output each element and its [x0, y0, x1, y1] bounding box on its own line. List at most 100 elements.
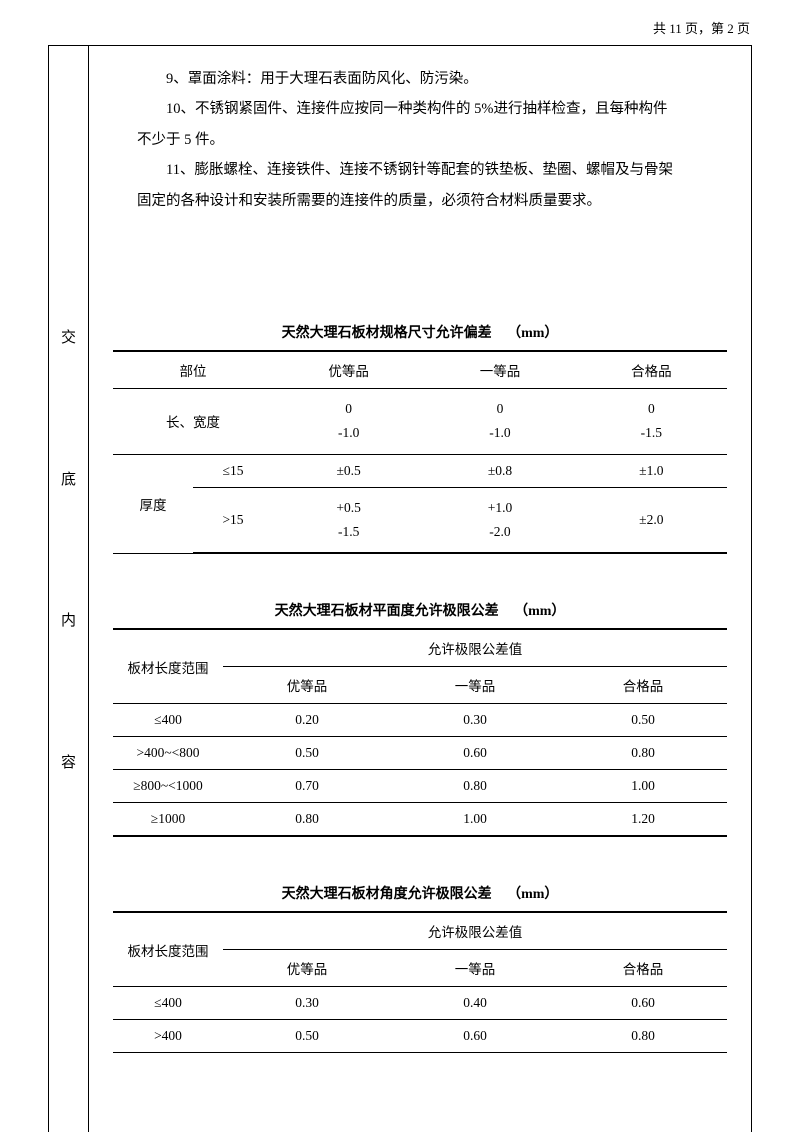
- cell: 0.80: [559, 1020, 727, 1053]
- cell: ±2.0: [576, 487, 727, 553]
- sub-lte15: ≤15: [193, 454, 273, 487]
- col-premium: 优等品: [273, 351, 424, 389]
- cell: 0.60: [559, 987, 727, 1020]
- cell: ≤400: [113, 704, 223, 737]
- table-row: ≥1000 0.80 1.00 1.20: [113, 803, 727, 837]
- col-qualified: 合格品: [559, 950, 727, 987]
- page-info: 共 11 页，第 2 页: [653, 21, 750, 36]
- side-char-3: 内: [61, 609, 76, 630]
- cell-val-top: +1.0: [488, 500, 513, 515]
- cell: 0.50: [223, 1020, 391, 1053]
- col-tolerance-span: 允许极限公差值: [223, 912, 727, 950]
- cell: ≥800~<1000: [113, 770, 223, 803]
- cell: ±0.8: [424, 454, 575, 487]
- table2-title-text: 天然大理石板材平面度允许极限公差: [275, 604, 499, 619]
- table-row: >400~<800 0.50 0.60 0.80: [113, 737, 727, 770]
- table2-title: 天然大理石板材平面度允许极限公差 （mm）: [89, 584, 751, 628]
- spacer: [89, 837, 751, 867]
- table-row: >400 0.50 0.60 0.80: [113, 1020, 727, 1053]
- col-first: 一等品: [391, 950, 559, 987]
- table-row: 板材长度范围 允许极限公差值: [113, 629, 727, 667]
- cell: 0.80: [391, 770, 559, 803]
- cell-val-top: 0: [345, 401, 352, 416]
- cell-val-bot: -1.5: [338, 524, 359, 539]
- text-block: 9、罩面涂料：用于大理石表面防风化、防污染。 10、不锈钢紧固件、连接件应按同一…: [89, 46, 751, 216]
- cell: 0.60: [391, 1020, 559, 1053]
- document-frame: 交 底 内 容 9、罩面涂料：用于大理石表面防风化、防污染。 10、不锈钢紧固件…: [48, 45, 752, 1132]
- col-qualified: 合格品: [576, 351, 727, 389]
- paragraph-10b: 不少于 5 件。: [137, 125, 723, 155]
- table-row: >15 +0.5 -1.5 +1.0 -2.0 ±2.0: [113, 487, 727, 553]
- cell: 0.30: [391, 704, 559, 737]
- paragraph-9: 9、罩面涂料：用于大理石表面防风化、防污染。: [137, 64, 723, 94]
- cell: 0.30: [223, 987, 391, 1020]
- cell: 0.20: [223, 704, 391, 737]
- cell: 0.40: [391, 987, 559, 1020]
- table-row: 部位 优等品 一等品 合格品: [113, 351, 727, 389]
- cell: 0.80: [559, 737, 727, 770]
- cell: +1.0 -2.0: [424, 487, 575, 553]
- table-row: 长、宽度 0 -1.0 0 -1.0 0 -1.5: [113, 389, 727, 455]
- table-row: ≤400 0.30 0.40 0.60: [113, 987, 727, 1020]
- col-qualified: 合格品: [559, 667, 727, 704]
- cell: 1.00: [559, 770, 727, 803]
- sub-gt15: >15: [193, 487, 273, 553]
- col-premium: 优等品: [223, 950, 391, 987]
- row-thickness: 厚度: [113, 454, 193, 553]
- table1-title: 天然大理石板材规格尺寸允许偏差 （mm）: [89, 306, 751, 350]
- table-flatness-tolerance: 板材长度范围 允许极限公差值 优等品 一等品 合格品 ≤400 0.20 0.3…: [113, 628, 727, 837]
- table2-unit: （mm）: [514, 604, 565, 619]
- table1-title-text: 天然大理石板材规格尺寸允许偏差: [282, 326, 492, 341]
- col-part: 部位: [113, 351, 273, 389]
- table-row: ≤400 0.20 0.30 0.50: [113, 704, 727, 737]
- table-row: ≥800~<1000 0.70 0.80 1.00: [113, 770, 727, 803]
- table-row: 厚度 ≤15 ±0.5 ±0.8 ±1.0: [113, 454, 727, 487]
- table3-title-text: 天然大理石板材角度允许极限公差: [282, 887, 492, 902]
- cell-val-bot: -1.5: [641, 425, 662, 440]
- cell: 0 -1.5: [576, 389, 727, 455]
- cell-val-bot: -1.0: [489, 425, 510, 440]
- cell-val-top: +0.5: [336, 500, 361, 515]
- cell: 1.20: [559, 803, 727, 837]
- side-char-2: 底: [61, 468, 76, 489]
- col-first: 一等品: [424, 351, 575, 389]
- cell: 0.60: [391, 737, 559, 770]
- table-row: 板材长度范围 允许极限公差值: [113, 912, 727, 950]
- cell: ≤400: [113, 987, 223, 1020]
- cell-val-top: 0: [497, 401, 504, 416]
- cell: ±1.0: [576, 454, 727, 487]
- cell-val-bot: -1.0: [338, 425, 359, 440]
- cell: 0 -1.0: [424, 389, 575, 455]
- table3-title: 天然大理石板材角度允许极限公差 （mm）: [89, 867, 751, 911]
- page-header: 共 11 页，第 2 页: [0, 0, 800, 37]
- col-premium: 优等品: [223, 667, 391, 704]
- table1-unit: （mm）: [507, 326, 558, 341]
- row-length-width: 长、宽度: [113, 389, 273, 455]
- col-length-range: 板材长度范围: [113, 629, 223, 704]
- side-label: 交 底 内 容: [49, 46, 89, 1132]
- cell: 1.00: [391, 803, 559, 837]
- cell: 0.70: [223, 770, 391, 803]
- cell: +0.5 -1.5: [273, 487, 424, 553]
- table3-unit: （mm）: [507, 887, 558, 902]
- cell: 0.50: [223, 737, 391, 770]
- cell: ≥1000: [113, 803, 223, 837]
- spacer: [89, 554, 751, 584]
- cell: 0 -1.0: [273, 389, 424, 455]
- paragraph-11: 11、膨胀螺栓、连接铁件、连接不锈钢针等配套的铁垫板、垫圈、螺帽及与骨架: [137, 155, 723, 185]
- side-char-4: 容: [61, 751, 76, 772]
- col-length-range: 板材长度范围: [113, 912, 223, 987]
- cell: 0.50: [559, 704, 727, 737]
- cell: >400: [113, 1020, 223, 1053]
- table-dimension-tolerance: 部位 优等品 一等品 合格品 长、宽度 0 -1.0 0 -1.0 0 -1.5: [113, 350, 727, 554]
- cell: 0.80: [223, 803, 391, 837]
- cell: ±0.5: [273, 454, 424, 487]
- side-char-1: 交: [61, 326, 76, 347]
- table-angle-tolerance: 板材长度范围 允许极限公差值 优等品 一等品 合格品 ≤400 0.30 0.4…: [113, 911, 727, 1053]
- paragraph-11b: 固定的各种设计和安装所需要的连接件的质量，必须符合材料质量要求。: [137, 186, 723, 216]
- main-content: 9、罩面涂料：用于大理石表面防风化、防污染。 10、不锈钢紧固件、连接件应按同一…: [89, 46, 751, 1132]
- paragraph-10: 10、不锈钢紧固件、连接件应按同一种类构件的 5%进行抽样检查，且每种构件: [137, 94, 723, 124]
- col-first: 一等品: [391, 667, 559, 704]
- cell: >400~<800: [113, 737, 223, 770]
- cell-val-bot: -2.0: [489, 524, 510, 539]
